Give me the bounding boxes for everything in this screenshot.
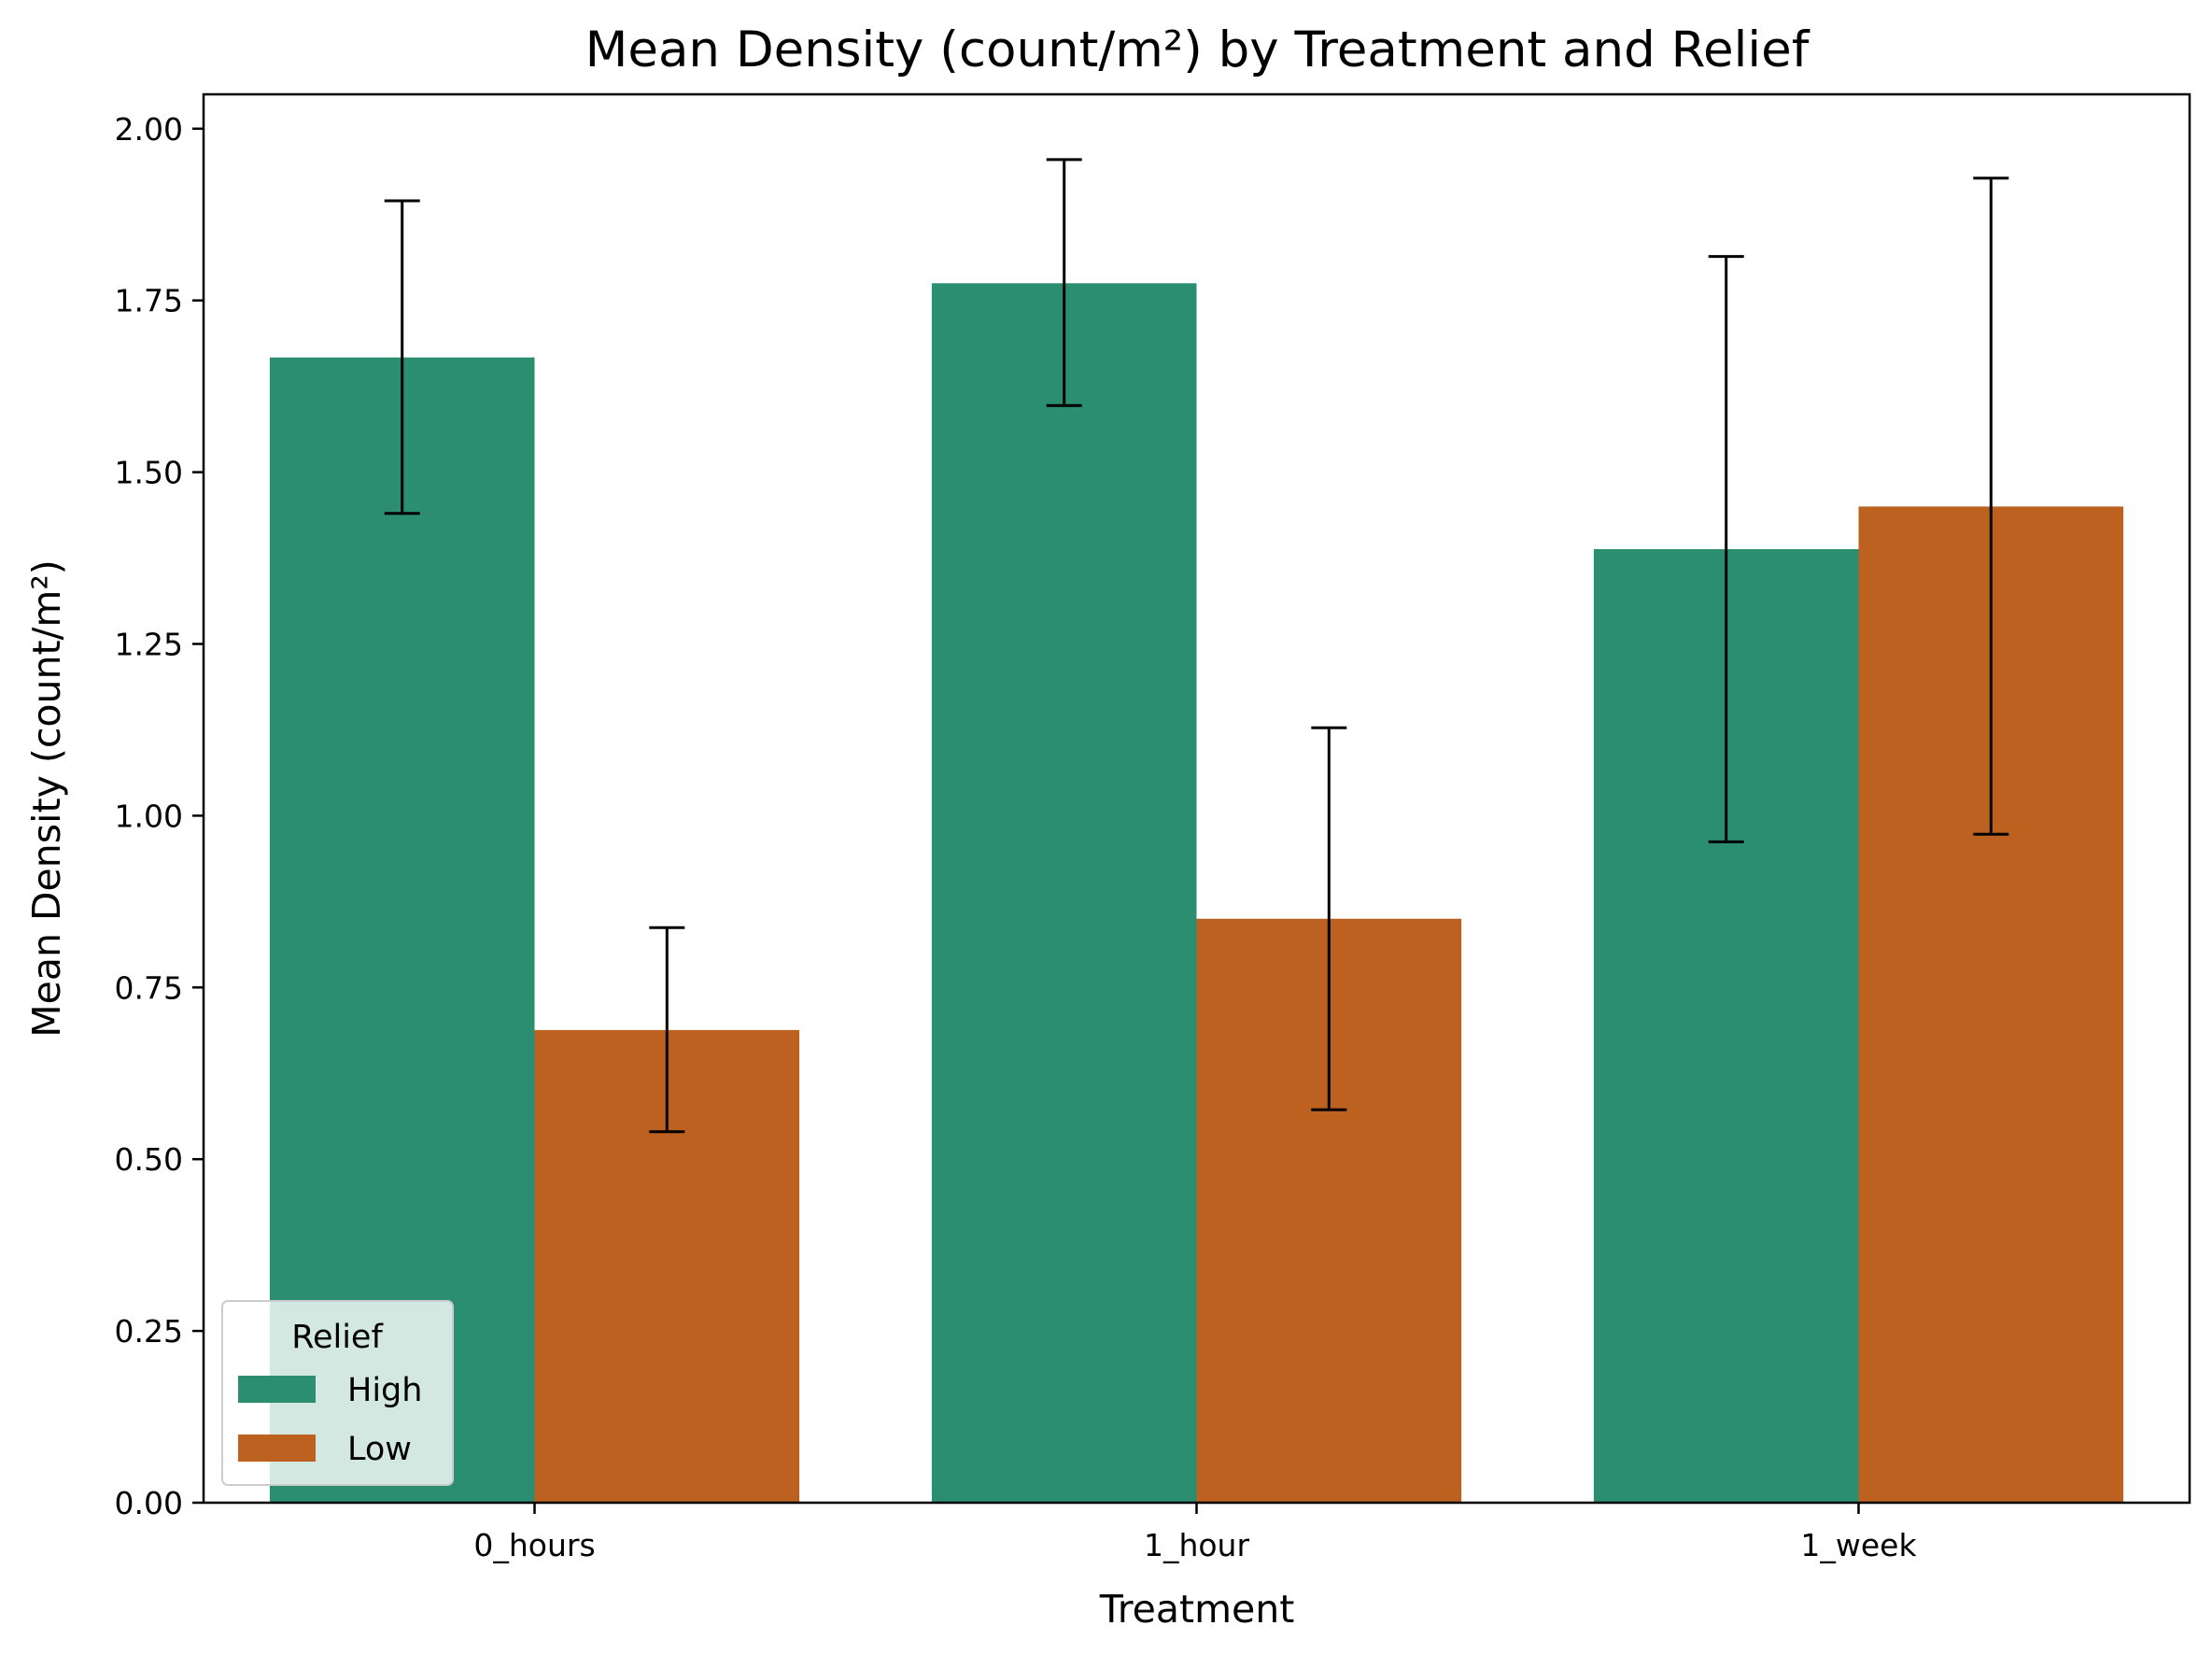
- legend-label-high: High: [347, 1372, 422, 1409]
- x-tick-label-1_week: 1_week: [1800, 1527, 1917, 1563]
- chart-title: Mean Density (count/m²) by Treatment and…: [585, 21, 1810, 78]
- legend-label-low: Low: [347, 1431, 412, 1468]
- legend-swatch-high: [238, 1376, 316, 1403]
- y-axis: 0.00 0.25 0.50 0.75 1.00 1.25 1.50 1.75 2.00: [115, 111, 204, 1521]
- y-tick-label: 0.75: [115, 969, 183, 1006]
- x-tick-label-0_hours: 0_hours: [473, 1527, 595, 1563]
- y-axis-title: Mean Density (count/m²): [24, 559, 69, 1038]
- error-bars-layer: [384, 158, 2009, 1134]
- error-bar-high-1_week: [1708, 255, 1744, 843]
- legend-swatch-low: [238, 1435, 316, 1462]
- error-bar-low-1_hour: [1311, 726, 1347, 1111]
- x-tick-label-1_hour: 1_hour: [1144, 1527, 1250, 1563]
- error-bar-low-1_week: [1973, 177, 2009, 836]
- y-tick-label: 0.25: [115, 1313, 183, 1350]
- bars-layer: [269, 283, 2124, 1503]
- y-tick-label: 1.50: [115, 455, 183, 491]
- x-axis: 0_hours 1_hour 1_week: [473, 1503, 1917, 1563]
- y-tick-label: 0.00: [115, 1485, 183, 1521]
- x-axis-title: Treatment: [1099, 1587, 1295, 1632]
- error-bar-low-0_hours: [649, 926, 685, 1134]
- bar-high-1_hour: [931, 283, 1197, 1503]
- y-tick-label: 2.00: [115, 111, 183, 148]
- legend-title: Relief: [291, 1319, 383, 1356]
- y-tick-label: 0.50: [115, 1141, 183, 1178]
- y-tick-label: 1.25: [115, 626, 183, 662]
- y-tick-label: 1.00: [115, 798, 183, 834]
- error-bar-high-0_hours: [384, 199, 420, 516]
- error-bar-high-1_hour: [1046, 158, 1082, 407]
- legend: Relief High Low: [221, 1300, 454, 1486]
- y-tick-label: 1.75: [115, 283, 183, 319]
